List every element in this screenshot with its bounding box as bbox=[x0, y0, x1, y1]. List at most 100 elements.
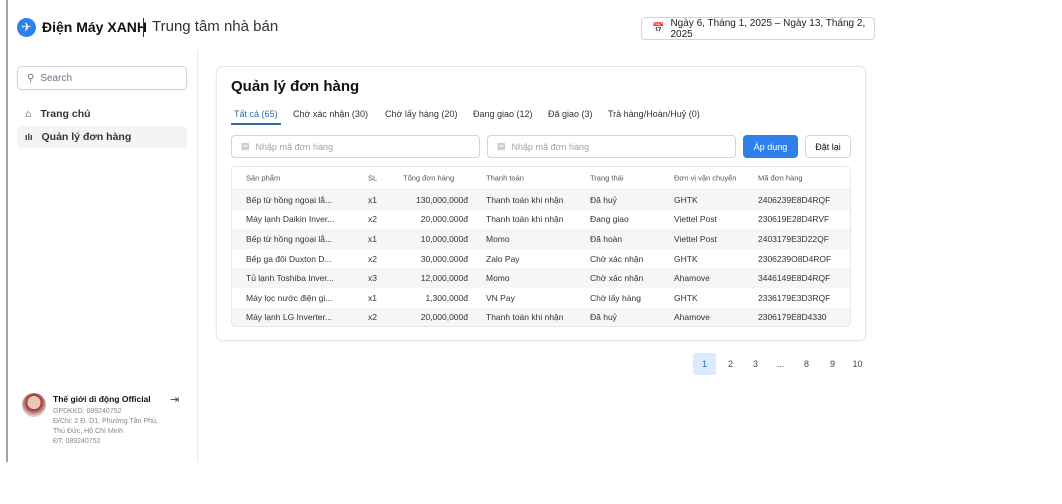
user-name: Thế giới di động Official bbox=[53, 394, 151, 404]
brand-name: Điện Máy XANH bbox=[42, 19, 148, 35]
table-row[interactable]: Bếp ga đôi Duxton D... x2 30,000,000đ Zalo … bbox=[232, 249, 850, 269]
tab-all[interactable]: Tất cả (65) bbox=[234, 109, 278, 119]
order-code-input-2[interactable]: ▤ Nhập mã đơn hàng bbox=[487, 135, 736, 158]
page-3[interactable]: 3 bbox=[752, 359, 758, 369]
table-cell: 130,000,000đ bbox=[416, 194, 468, 205]
table-cell: Chờ lấy hàng bbox=[590, 292, 641, 303]
table-cell: Tủ lạnh Toshiba Inver... bbox=[246, 273, 334, 284]
column-header: Mã đơn hàng bbox=[758, 173, 803, 183]
brand-logo-icon: ✈ bbox=[17, 18, 36, 37]
table-cell: 10,000,000đ bbox=[420, 233, 468, 244]
column-header: SL bbox=[368, 173, 378, 183]
orders-card bbox=[216, 66, 866, 341]
table-cell: GHTK bbox=[674, 194, 698, 205]
calendar-icon: ▤ bbox=[241, 141, 250, 151]
table-cell: Đã huỷ bbox=[590, 194, 617, 205]
table-cell: 3446149E8D4RQF bbox=[758, 273, 831, 284]
table-cell: x1 bbox=[368, 292, 377, 303]
active-tab-indicator bbox=[231, 123, 281, 125]
tab-delivered[interactable]: Đã giao (3) bbox=[548, 109, 593, 119]
placeholder: Nhập mã đơn hàng bbox=[511, 141, 589, 152]
table-row[interactable]: Máy lạnh LG Inverter... x2 20,000,000đ Than… bbox=[232, 307, 850, 326]
sidebar-item-label: Quản lý đơn hàng bbox=[41, 131, 132, 143]
table-cell: Bếp từ hồng ngoại lắ... bbox=[246, 194, 333, 205]
table-cell: Momo bbox=[486, 233, 510, 244]
table-row[interactable]: Bếp từ hồng ngoại lắ... x1 10,000,000đ Momo… bbox=[232, 229, 850, 249]
table-cell: Momo bbox=[486, 273, 510, 284]
logout-icon[interactable]: ⇥ bbox=[170, 394, 180, 406]
table-cell: 230619E28D4RVF bbox=[758, 214, 830, 225]
column-header: Trạng thái bbox=[590, 173, 624, 183]
sidebar-divider bbox=[197, 50, 198, 462]
table-cell: 20,000,000đ bbox=[420, 312, 468, 323]
table-cell: Ahamove bbox=[674, 312, 710, 323]
table-cell: 2306239O8D4ROF bbox=[758, 253, 832, 264]
user-info-line: Đ/Chỉ: 2 Đ. D1, Phường Tân Phú, bbox=[53, 418, 158, 425]
tab-pending-pickup[interactable]: Chờ lấy hàng (20) bbox=[385, 109, 458, 119]
table-cell: Bếp ga đôi Duxton D... bbox=[246, 253, 332, 264]
column-header: Tổng đơn hàng bbox=[403, 173, 455, 183]
table-cell: x2 bbox=[368, 312, 377, 323]
table-cell: 2306179E8D4330 bbox=[758, 312, 827, 323]
table-cell: Đã huỷ bbox=[590, 312, 617, 323]
tab-pending-confirm[interactable]: Chờ xác nhận (30) bbox=[293, 109, 368, 119]
table-header: Sản phẩm SL Tổng đơn hàng Thanh toán Trạng t… bbox=[232, 167, 850, 190]
table-cell: 30,000,000đ bbox=[420, 253, 468, 264]
app-subtitle: Trung tâm nhà bán bbox=[152, 18, 279, 35]
table-cell: x1 bbox=[368, 233, 377, 244]
home-icon: ⌂ bbox=[25, 108, 32, 120]
table-row[interactable]: Máy lạnh Daikin Inver... x2 20,000,000đ Tha… bbox=[232, 210, 850, 230]
search-icon: ⚲ bbox=[27, 72, 35, 84]
user-info-line: ĐT: 089240752 bbox=[53, 438, 101, 445]
sidebar-item-label: Trang chủ bbox=[40, 108, 91, 120]
user-info-line: Thủ Đức, Hồ Chí Minh bbox=[53, 428, 124, 435]
tab-shipping[interactable]: Đang giao (12) bbox=[473, 109, 533, 119]
table-row[interactable]: Máy lọc nước điện gi... x1 1,300,000đ VN Pa… bbox=[232, 288, 850, 308]
table-cell: Bếp từ hồng ngoại lắ... bbox=[246, 233, 333, 244]
table-cell: Máy lọc nước điện gi... bbox=[246, 292, 333, 303]
placeholder: Nhập mã đơn hàng bbox=[255, 141, 333, 152]
table-cell: Chờ xác nhận bbox=[590, 253, 644, 264]
page-8[interactable]: 8 bbox=[803, 359, 809, 369]
search-input[interactable]: ⚲ Search bbox=[17, 66, 187, 90]
table-cell: x2 bbox=[368, 214, 377, 225]
page-9[interactable]: 9 bbox=[829, 359, 835, 369]
divider bbox=[143, 18, 144, 37]
date-range-label: Ngày 6, Tháng 1, 2025 – Ngày 13, Tháng 2… bbox=[670, 17, 866, 40]
column-header: Thanh toán bbox=[486, 173, 524, 183]
table-cell: Máy lạnh LG Inverter... bbox=[246, 312, 332, 323]
order-code-input-1[interactable]: ▤ Nhập mã đơn hàng bbox=[231, 135, 480, 158]
table-cell: Ahamove bbox=[674, 273, 710, 284]
user-info-line: GPDKKD: 089240752 bbox=[53, 408, 122, 415]
page-1[interactable]: 1 bbox=[693, 353, 716, 375]
table-cell: Viettel Post bbox=[674, 233, 717, 244]
table-cell: 1,300,000đ bbox=[425, 292, 468, 303]
window-border bbox=[6, 0, 8, 462]
table-cell: Thanh toán khi nhận bbox=[486, 194, 564, 205]
sidebar-item-orders[interactable]: ılı Quản lý đơn hàng bbox=[17, 126, 187, 148]
pagination-ellipsis: ... bbox=[776, 359, 785, 369]
sidebar-item-home[interactable]: ⌂ Trang chủ bbox=[17, 103, 187, 125]
table-cell: x1 bbox=[368, 194, 377, 205]
table-cell: 12,000,000đ bbox=[420, 273, 468, 284]
table-cell: 2406239E8D4RQF bbox=[758, 194, 831, 205]
table-row[interactable]: Bếp từ hồng ngoại lắ... x1 130,000,000đ Tha… bbox=[232, 190, 850, 210]
date-range-picker[interactable]: 📅 Ngày 6, Tháng 1, 2025 – Ngày 13, Tháng … bbox=[641, 17, 875, 40]
avatar bbox=[22, 393, 46, 417]
reset-button[interactable]: Đặt lại bbox=[805, 135, 851, 158]
calendar-icon: 📅 bbox=[652, 23, 665, 34]
page-2[interactable]: 2 bbox=[727, 359, 733, 369]
tab-returns[interactable]: Trả hàng/Hoàn/Huỷ (0) bbox=[608, 109, 700, 119]
apply-button[interactable]: Áp dụng bbox=[743, 135, 798, 158]
table-cell: GHTK bbox=[674, 292, 698, 303]
table-cell: Thanh toán khi nhận bbox=[486, 312, 564, 323]
page-10[interactable]: 10 bbox=[852, 359, 863, 369]
table-cell: 2403179E3D22QF bbox=[758, 233, 829, 244]
table-cell: Viettel Post bbox=[674, 214, 717, 225]
table-row[interactable]: Tủ lạnh Toshiba Inver... x3 12,000,000đ Mom… bbox=[232, 268, 850, 288]
table-cell: VN Pay bbox=[486, 292, 515, 303]
calendar-icon: ▤ bbox=[497, 141, 506, 151]
table-cell: Thanh toán khi nhận bbox=[486, 214, 564, 225]
table-cell: x2 bbox=[368, 253, 377, 264]
bar-chart-icon: ılı bbox=[25, 132, 33, 142]
